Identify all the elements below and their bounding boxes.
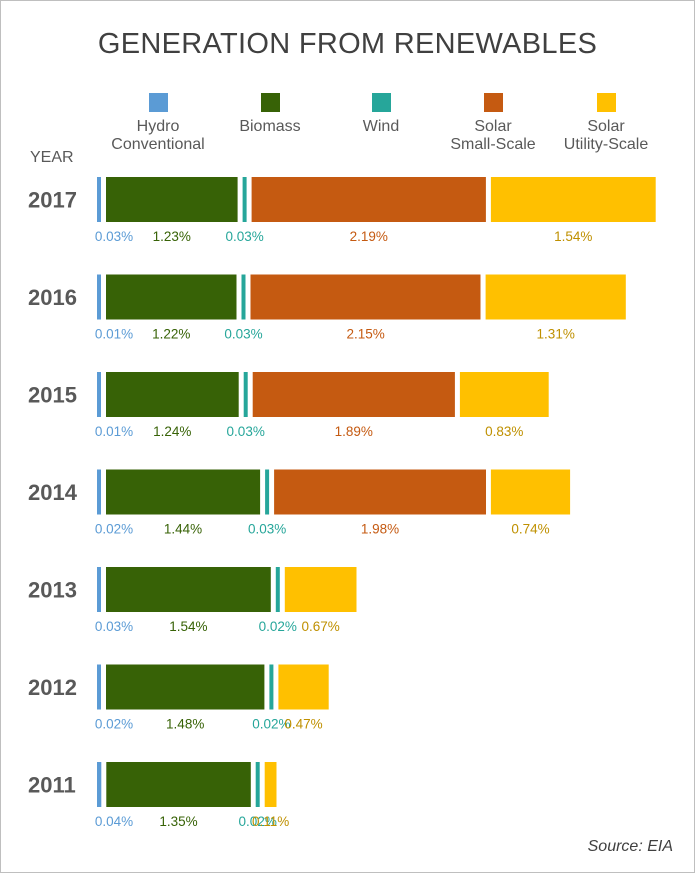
data-label-2014-solar-utility-scale: 0.74% xyxy=(511,522,549,537)
data-label-2012-hydro-conventional: 0.02% xyxy=(95,717,133,732)
data-label-2011-biomass: 1.35% xyxy=(159,814,197,829)
legend-label-hydro-conventional: Hydro Conventional xyxy=(111,118,205,153)
data-label-2015-biomass: 1.24% xyxy=(153,424,191,439)
year-axis-header: YEAR xyxy=(30,149,74,166)
bar-2013-wind xyxy=(275,567,280,612)
bar-2014-hydro-conventional xyxy=(97,469,101,515)
bar-2015-hydro-conventional xyxy=(97,372,101,417)
bar-2011-hydro-conventional xyxy=(97,762,102,807)
bar-2014-wind xyxy=(265,469,270,515)
data-label-2016-solar-utility-scale: 1.31% xyxy=(537,327,575,342)
legend-label-solar-utility-scale: Solar Utility-Scale xyxy=(563,118,649,153)
legend-swatch-hydro-conventional xyxy=(148,93,168,112)
data-label-2011-solar-utility-scale: 0.11% xyxy=(252,814,289,829)
data-label-2014-solar-small-scale: 1.98% xyxy=(361,522,399,537)
bar-2014-biomass xyxy=(106,469,261,515)
data-label-2017-solar-small-scale: 2.19% xyxy=(350,229,388,244)
legend-item-solar-small-scale: Solar Small-Scale xyxy=(423,93,563,154)
bar-2011-solar-utility-scale xyxy=(264,762,277,807)
data-label-2013-solar-utility-scale: 0.67% xyxy=(301,619,339,634)
data-label-2015-wind: 0.03% xyxy=(227,424,265,439)
legend-item-wind: Wind xyxy=(311,93,451,136)
bar-2016-wind xyxy=(241,274,246,320)
data-label-2013-wind: 0.02% xyxy=(259,619,297,634)
bar-2011-wind xyxy=(255,762,260,807)
year-label-2013: 2013 xyxy=(28,578,77,603)
bar-2017-biomass xyxy=(106,177,238,222)
legend-label-wind: Wind xyxy=(362,118,400,135)
bar-2017-solar-utility-scale xyxy=(490,177,656,222)
legend-swatch-wind xyxy=(371,93,391,112)
data-label-2016-solar-small-scale: 2.15% xyxy=(346,327,384,342)
legend-swatch-biomass xyxy=(260,93,280,112)
legend-label-biomass: Biomass xyxy=(239,118,301,135)
data-label-2016-wind: 0.03% xyxy=(224,327,262,342)
bar-2013-biomass xyxy=(106,567,271,612)
data-label-2016-biomass: 1.22% xyxy=(152,327,190,342)
source-note: Source: EIA xyxy=(587,838,673,855)
legend-swatch-solar-small-scale xyxy=(483,93,503,112)
bar-2013-solar-utility-scale xyxy=(284,567,357,612)
bar-2016-solar-utility-scale xyxy=(485,274,626,320)
year-label-2016: 2016 xyxy=(28,285,77,310)
data-label-2013-hydro-conventional: 0.03% xyxy=(95,619,133,634)
data-label-2013-biomass: 1.54% xyxy=(169,619,207,634)
bar-2015-solar-small-scale xyxy=(252,372,455,417)
bar-2011-biomass xyxy=(106,762,251,807)
bar-2012-solar-utility-scale xyxy=(278,664,329,710)
data-label-2014-biomass: 1.44% xyxy=(164,522,202,537)
legend-item-biomass: Biomass xyxy=(200,93,340,136)
bar-2017-solar-small-scale xyxy=(251,177,486,222)
bar-2015-solar-utility-scale xyxy=(459,372,549,417)
bar-2012-hydro-conventional xyxy=(97,664,101,710)
data-label-2012-solar-utility-scale: 0.47% xyxy=(284,717,322,732)
chart-title: GENERATION FROM RENEWABLES xyxy=(97,28,598,60)
year-label-2015: 2015 xyxy=(28,383,77,408)
bar-2017-hydro-conventional xyxy=(97,177,101,222)
data-label-2015-hydro-conventional: 0.01% xyxy=(95,424,133,439)
data-label-2012-biomass: 1.48% xyxy=(166,717,204,732)
legend-item-solar-utility-scale: Solar Utility-Scale xyxy=(536,93,676,154)
bar-2015-wind xyxy=(243,372,248,417)
legend-label-solar-small-scale: Solar Small-Scale xyxy=(450,118,536,153)
data-label-2017-biomass: 1.23% xyxy=(153,229,191,244)
data-label-2015-solar-utility-scale: 0.83% xyxy=(485,424,523,439)
bar-2016-biomass xyxy=(106,274,237,320)
data-label-2014-hydro-conventional: 0.02% xyxy=(95,522,133,537)
data-label-2017-solar-utility-scale: 1.54% xyxy=(554,229,592,244)
data-label-2011-wind: 0.02% xyxy=(239,814,277,829)
bar-2014-solar-utility-scale xyxy=(490,469,571,515)
legend-swatch-solar-utility-scale xyxy=(596,93,616,112)
bar-2014-solar-small-scale xyxy=(274,469,486,515)
data-label-2012-wind: 0.02% xyxy=(252,717,290,732)
bar-2012-wind xyxy=(269,664,274,710)
year-label-2017: 2017 xyxy=(28,188,77,213)
bar-2016-hydro-conventional xyxy=(97,274,101,320)
bar-2012-biomass xyxy=(106,664,265,710)
data-label-2017-hydro-conventional: 0.03% xyxy=(95,229,133,244)
data-label-2015-solar-small-scale: 1.89% xyxy=(335,424,373,439)
year-label-2011: 2011 xyxy=(28,773,76,798)
data-label-2014-wind: 0.03% xyxy=(248,522,286,537)
bar-2015-biomass xyxy=(106,372,239,417)
bar-2016-solar-small-scale xyxy=(250,274,481,320)
data-label-2011-hydro-conventional: 0.04% xyxy=(95,814,133,829)
bar-2013-hydro-conventional xyxy=(97,567,101,612)
bar-2017-wind xyxy=(242,177,247,222)
data-label-2016-hydro-conventional: 0.01% xyxy=(95,327,133,342)
data-label-2017-wind: 0.03% xyxy=(225,229,263,244)
year-label-2012: 2012 xyxy=(28,675,77,700)
legend-item-hydro-conventional: Hydro Conventional xyxy=(88,93,228,154)
year-label-2014: 2014 xyxy=(28,480,78,505)
